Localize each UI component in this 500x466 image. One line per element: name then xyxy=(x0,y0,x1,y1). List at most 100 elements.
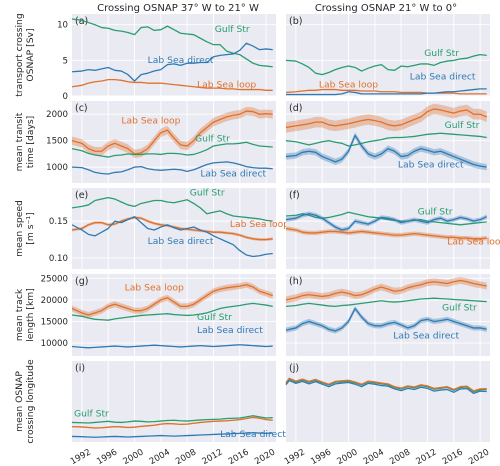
series-band xyxy=(72,106,273,159)
panel-letter: (g) xyxy=(75,276,88,287)
series-annotation: Gulf Str xyxy=(418,207,453,218)
series-line xyxy=(71,302,273,321)
series-line xyxy=(71,78,273,91)
series-line xyxy=(71,18,273,68)
series-annotation: Lab Sea direct xyxy=(200,169,266,180)
series-band xyxy=(72,281,273,319)
series-annotation: Gulf Str xyxy=(442,303,477,314)
x-tick-label: 2020 xyxy=(467,447,491,466)
panel-letter: (e) xyxy=(75,190,88,201)
series-annotation: Lab Sea direct xyxy=(410,72,476,83)
x-tick-label: 2008 xyxy=(174,447,198,466)
series-annotation: Lab Sea loop xyxy=(230,219,289,230)
series-line xyxy=(71,196,273,222)
series-line xyxy=(285,132,487,147)
series-annotation: Gulf Str xyxy=(74,408,109,419)
col-title-left: Crossing OSNAP 37° W to 21° W xyxy=(97,3,259,14)
series-annotation: Gulf Str xyxy=(215,24,250,35)
series-line xyxy=(285,297,487,308)
y-tick-label: 5 xyxy=(63,56,68,66)
y-axis-label: mean transit xyxy=(14,112,25,171)
series-line xyxy=(71,110,273,155)
series-line xyxy=(71,284,273,316)
panel-letter: (d) xyxy=(289,103,302,114)
panel-grid: 0 5 10 (a) transport crossing OSNAP [Sv] Gulf … xyxy=(14,13,500,466)
series-line xyxy=(71,141,273,158)
series-line xyxy=(285,377,487,392)
series-line xyxy=(71,161,273,175)
series-line xyxy=(71,432,273,438)
series-line xyxy=(285,88,487,95)
panel-d: (d) Gulf Str Lab Sea direct xyxy=(285,101,490,183)
x-tick-label: 1992 xyxy=(69,447,93,466)
panel-b: (b) Gulf Str Lab Sea loop Lab Sea direct xyxy=(285,14,490,97)
panel-letter: (j) xyxy=(289,363,299,374)
y-tick-label: 0 xyxy=(63,92,68,102)
x-tick-label: 2000 xyxy=(122,447,146,466)
x-tick-label: 1992 xyxy=(283,447,307,466)
panel-background xyxy=(72,188,276,269)
panel-background xyxy=(72,361,276,442)
y-axis-label: mean OSNAP xyxy=(14,371,25,432)
panel-letter: (a) xyxy=(75,16,88,27)
y-axis-label: transport crossing xyxy=(14,13,25,96)
panel-letter: (c) xyxy=(75,103,88,114)
panel-background xyxy=(286,188,490,269)
y-axis-label: length [km] xyxy=(25,288,36,342)
y-axis-label: OSNAP [Sv] xyxy=(25,28,36,81)
series-annotation: Lab Sea direct xyxy=(148,55,214,66)
series-annotation: Lab Sea loop xyxy=(125,282,184,293)
panel-h: (h) Gulf Str Lab Sea direct xyxy=(285,274,490,356)
y-tick-label: 10000 xyxy=(41,339,68,349)
panel-e: 0.10 0.15 (e) mean speed [m s⁻¹] Gulf Str Lab … xyxy=(14,187,289,269)
y-tick-label: 25000 xyxy=(41,274,68,284)
series-line xyxy=(285,108,487,129)
series-annotation: Lab Sea direct xyxy=(197,325,263,336)
series-line xyxy=(285,227,487,240)
panel-c: 1000 1500 2000 (c) mean transit time [days] La… xyxy=(14,101,276,183)
panel-f: (f) Gulf Str Lab Sea loop xyxy=(285,188,500,269)
series-annotation: Lab Sea direct xyxy=(393,331,459,342)
series-line xyxy=(285,379,487,395)
series-annotation: Gulf Str xyxy=(424,48,459,59)
series-line xyxy=(71,415,273,424)
panel-background xyxy=(286,361,490,442)
panel-background xyxy=(286,14,490,96)
panel-i: 1992 1996 2000 2004 2008 2012 2016 2020 (i) mean … xyxy=(14,359,286,466)
panel-letter: (b) xyxy=(289,16,302,27)
series-annotation: Lab Sea loop xyxy=(447,237,500,248)
y-axis-label: mean track xyxy=(14,288,25,341)
y-axis-label: crossing longitude xyxy=(25,359,36,444)
series-annotation: Lab Sea loop xyxy=(121,116,180,127)
y-tick-label: 20000 xyxy=(41,296,68,306)
series-line xyxy=(286,88,487,96)
series-annotation: Lab Sea direct xyxy=(220,429,286,440)
y-axis-label: mean speed xyxy=(14,200,25,257)
y-tick-label: 0.10 xyxy=(49,254,68,264)
series-annotation: Gulf Str xyxy=(190,187,225,198)
x-tick-label: 2016 xyxy=(441,447,465,466)
y-tick-label: 1500 xyxy=(46,137,68,147)
x-tick-label: 2016 xyxy=(227,447,251,466)
series-band xyxy=(286,277,487,304)
series-annotation: Lab Sea loop xyxy=(197,79,256,90)
series-annotation: Gulf Str xyxy=(445,120,480,131)
x-tick-label: 2012 xyxy=(201,447,225,466)
series-annotation: Lab Sea loop xyxy=(319,79,378,90)
panel-j: 1992 1996 2000 2004 2008 2012 2016 2020 (j) xyxy=(283,361,491,466)
x-tick-label: 2000 xyxy=(336,447,360,466)
y-tick-label: 15000 xyxy=(41,317,68,327)
y-tick-label: 2000 xyxy=(46,110,68,120)
series-annotation: Gulf Str xyxy=(195,134,230,145)
panel-letter: (h) xyxy=(289,276,302,287)
panel-a: 0 5 10 (a) transport crossing OSNAP [Sv] Gulf … xyxy=(14,13,276,102)
series-annotation: Lab Sea direct xyxy=(398,160,464,171)
panel-g: 10000 15000 20000 25000 (g) mean track length … xyxy=(14,274,276,356)
y-tick-label: 10 xyxy=(57,21,68,31)
x-tick-label: 1996 xyxy=(95,447,119,466)
series-line xyxy=(285,279,487,301)
y-tick-label: 0.15 xyxy=(49,217,68,227)
panel-background xyxy=(286,274,490,356)
series-line xyxy=(71,216,273,241)
